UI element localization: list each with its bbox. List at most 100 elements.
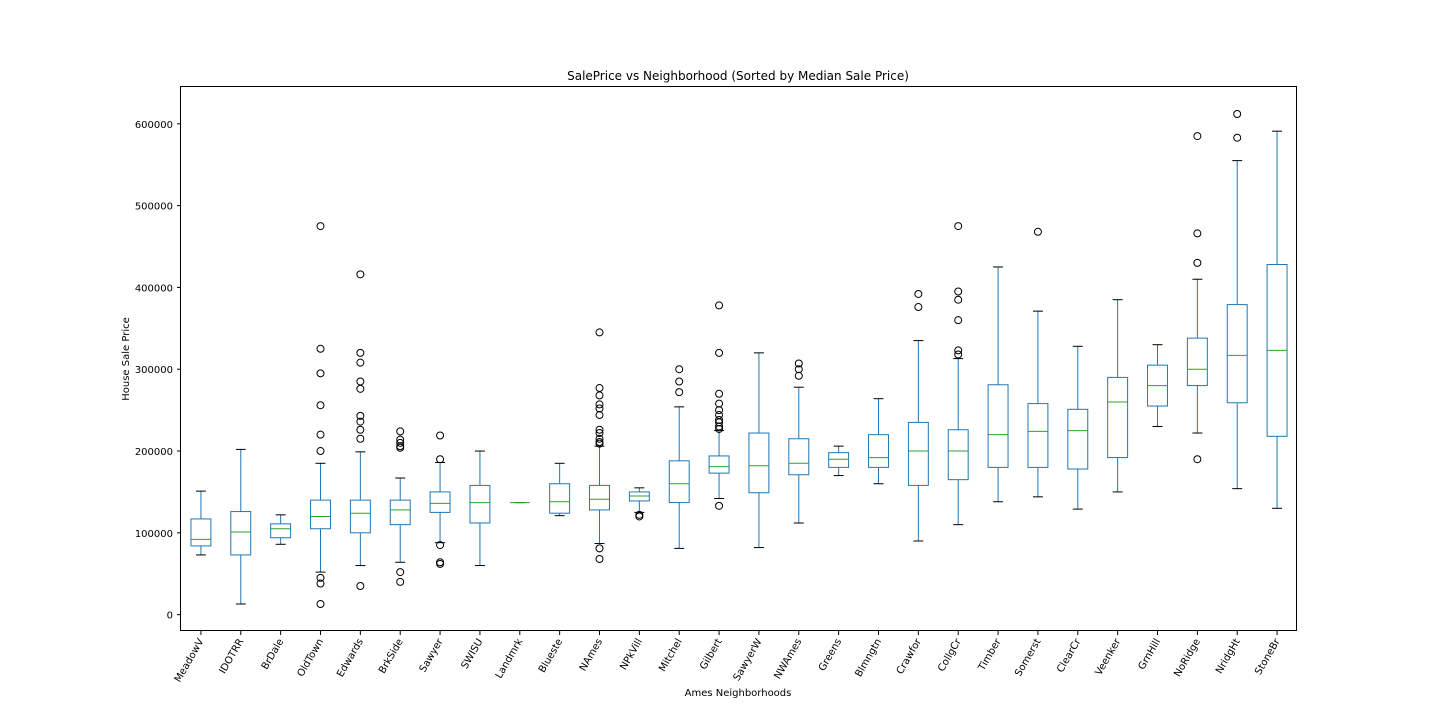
outlier-point — [715, 406, 724, 415]
outlier-point — [715, 301, 724, 310]
outlier-point — [794, 371, 803, 380]
box-iqr — [349, 499, 371, 534]
outlier-point — [595, 544, 604, 553]
outlier-point — [1233, 133, 1242, 142]
y-axis-label: House Sale Price — [121, 317, 132, 401]
outlier-point — [436, 541, 445, 550]
outlier-point — [436, 455, 445, 464]
outlier-point — [316, 600, 325, 609]
outlier-point — [595, 439, 604, 448]
x-tick-label: Blueste — [537, 637, 565, 675]
x-tick-label: Edwards — [335, 637, 366, 679]
outlier-point — [396, 443, 405, 452]
outlier-point — [675, 365, 684, 374]
outlier-point — [356, 417, 365, 426]
outlier-point — [595, 555, 604, 564]
box-iqr — [868, 434, 889, 468]
outlier-point — [1193, 258, 1202, 267]
outlier-point — [316, 430, 325, 439]
y-tick-label: 100000 — [135, 529, 173, 540]
box-iqr — [1186, 337, 1208, 387]
outlier-point — [954, 295, 963, 304]
y-tick-label: 600000 — [135, 120, 173, 131]
x-tick-label: Crawfor — [895, 636, 925, 676]
outlier-point — [316, 222, 325, 231]
outlier-point — [356, 582, 365, 591]
outlier-point — [356, 270, 365, 279]
outlier-point — [595, 429, 604, 438]
outlier-point — [356, 384, 365, 393]
box-iqr — [1226, 304, 1248, 404]
outlier-point — [954, 350, 963, 359]
y-tick-label: 0 — [167, 611, 173, 622]
outlier-point — [436, 559, 445, 568]
outlier-point — [715, 501, 724, 510]
box-iqr — [1027, 403, 1049, 468]
outlier-point — [436, 558, 445, 567]
outlier-point — [1033, 227, 1042, 236]
outlier-point — [715, 389, 724, 398]
x-tick-label: Greens — [817, 637, 844, 673]
x-tick-label: NAmes — [578, 637, 605, 673]
x-tick-label: Veenker — [1094, 636, 1124, 677]
box-iqr — [788, 438, 810, 476]
chart-title: SalePrice vs Neighborhood (Sorted by Med… — [567, 69, 909, 83]
box-iqr — [748, 432, 770, 494]
box-iqr — [947, 429, 969, 481]
outlier-point — [396, 577, 405, 586]
outlier-point — [794, 359, 803, 368]
outlier-point — [595, 404, 604, 413]
outlier-point — [954, 346, 963, 355]
outlier-point — [1233, 109, 1242, 118]
box-iqr — [589, 484, 610, 511]
y-tick-label: 500000 — [135, 202, 173, 213]
outlier-point — [1193, 229, 1202, 238]
outlier-point — [436, 431, 445, 440]
outlier-point — [356, 348, 365, 357]
x-tick-label: Timber — [976, 636, 1004, 673]
x-axis-label: Ames Neighborhoods — [685, 688, 792, 699]
outlier-point — [635, 512, 644, 521]
x-tick-label: ClearCr — [1055, 636, 1084, 675]
outlier-point — [356, 411, 365, 420]
outlier-point — [595, 411, 604, 420]
outlier-point — [356, 358, 365, 367]
outlier-point — [914, 289, 923, 298]
outlier-point — [595, 434, 604, 443]
x-tick-label: IDOTRR — [218, 637, 247, 676]
x-tick-label: Sawyer — [418, 636, 446, 674]
box-iqr — [270, 523, 292, 539]
x-tick-label: MeadowV — [173, 637, 207, 685]
outlier-point — [356, 377, 365, 386]
box-iqr — [429, 491, 451, 513]
outlier-point — [316, 401, 325, 410]
x-tick-label: CollgCr — [936, 636, 964, 674]
outlier-point — [715, 399, 724, 408]
y-tick-label: 200000 — [135, 447, 173, 458]
outlier-point — [316, 573, 325, 582]
plot-area: 0 100000 200000 300000 400000 500000 600000 Mea… — [135, 109, 1288, 685]
outlier-point — [595, 425, 604, 434]
box-iqr — [230, 511, 252, 556]
outlier-point — [914, 303, 923, 312]
box-iqr — [828, 452, 850, 468]
outlier-point — [715, 424, 724, 433]
box-iqr — [389, 499, 411, 526]
box-iqr — [1107, 376, 1129, 459]
x-tick-label: OldTown — [296, 637, 327, 679]
outlier-point — [316, 447, 325, 456]
box-iqr — [1067, 408, 1089, 470]
box-iqr — [549, 483, 571, 514]
y-tick-label: 400000 — [135, 283, 173, 294]
outlier-point — [595, 391, 604, 400]
box-iqr — [310, 499, 331, 530]
x-tick-label: Landmrk — [494, 637, 526, 681]
box-iqr — [668, 460, 690, 504]
outlier-point — [715, 422, 724, 431]
outlier-point — [1193, 132, 1202, 141]
x-tick-label: NridgHt — [1214, 637, 1243, 676]
outlier-point — [396, 568, 405, 577]
outlier-point — [715, 348, 724, 357]
plot-frame — [180, 86, 1297, 631]
outlier-point — [675, 377, 684, 386]
